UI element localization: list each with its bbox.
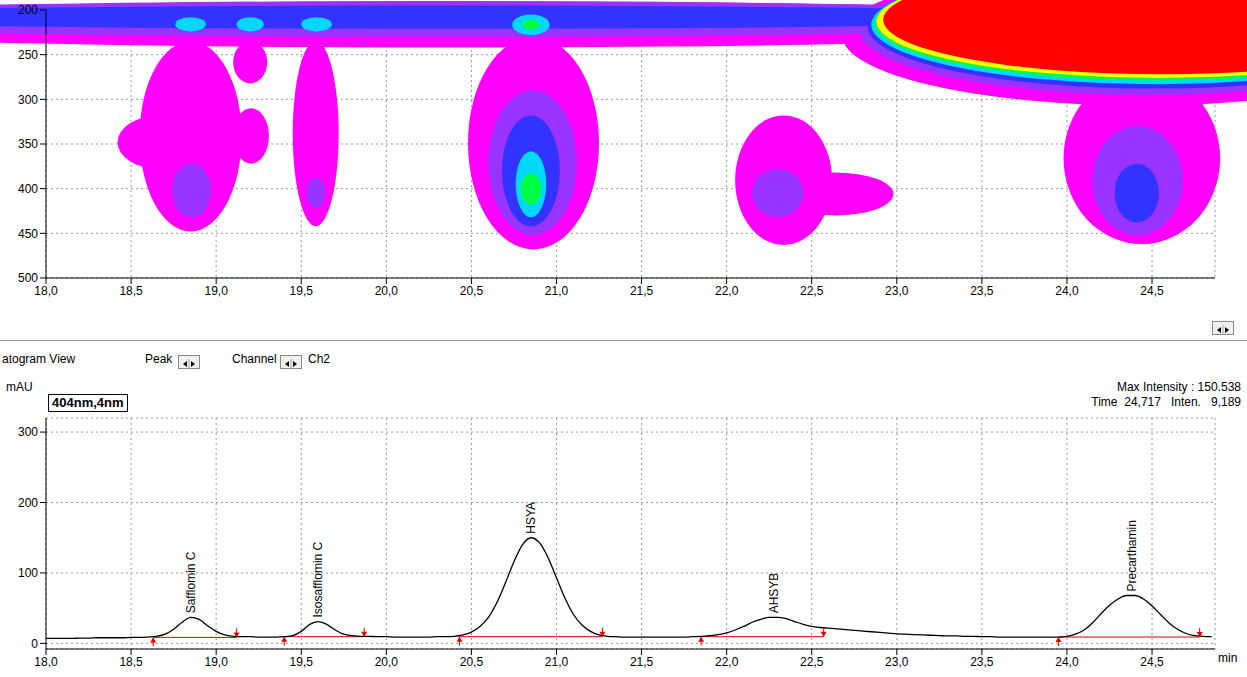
svg-text:24,5: 24,5 [1140,655,1164,669]
svg-text:200: 200 [18,3,38,17]
html-text:Time: Time [1091,395,1118,409]
svg-text:350: 350 [18,137,38,151]
svg-text:24,5: 24,5 [1140,284,1164,298]
svg-text:23,5: 23,5 [970,655,994,669]
html-text:Ch2: Ch2 [308,352,330,366]
svg-text:100: 100 [18,566,38,580]
svg-text:200: 200 [18,496,38,510]
svg-text:500: 500 [18,271,38,285]
svg-text:Precarthamin: Precarthamin [1125,520,1139,591]
svg-text:22,5: 22,5 [800,655,824,669]
html-text:Max Intensity : 150.538: Max Intensity : 150.538 [1116,380,1241,394]
svg-text:24,0: 24,0 [1055,655,1079,669]
svg-text:20,5: 20,5 [460,284,484,298]
svg-text:18,0: 18,0 [34,284,58,298]
html-text:Channel: Channel [232,352,277,366]
svg-text:21,0: 21,0 [545,655,569,669]
svg-text:21,5: 21,5 [630,284,654,298]
svg-text:21,0: 21,0 [545,284,569,298]
svg-text:19,5: 19,5 [290,284,314,298]
html-text:404nm,4nm: 404nm,4nm [52,395,124,410]
html-text:mAU: mAU [6,380,33,394]
svg-text:23,0: 23,0 [885,284,909,298]
svg-text:450: 450 [18,227,38,241]
svg-text:250: 250 [18,48,38,62]
html-text:24,717: 24,717 [1124,395,1161,409]
svg-text:400: 400 [18,182,38,196]
svg-text:19,5: 19,5 [290,655,314,669]
svg-text:Isosafflomin C: Isosafflomin C [311,541,325,617]
svg-text:300: 300 [18,93,38,107]
svg-text:20,0: 20,0 [375,655,399,669]
html-text:Peak: Peak [145,352,173,366]
svg-text:19,0: 19,0 [204,655,228,669]
svg-text:24,0: 24,0 [1055,284,1079,298]
svg-text:20,5: 20,5 [460,655,484,669]
svg-text:22,0: 22,0 [715,284,739,298]
svg-text:0: 0 [31,637,38,651]
html-text:9,189: 9,189 [1211,395,1241,409]
svg-text:18,5: 18,5 [119,655,143,669]
svg-text:AHSYB: AHSYB [767,573,781,614]
svg-text:19,0: 19,0 [204,284,228,298]
svg-text:18,0: 18,0 [34,655,58,669]
svg-text:21,5: 21,5 [630,655,654,669]
svg-text:18,5: 18,5 [119,284,143,298]
svg-text:300: 300 [18,425,38,439]
svg-text:22,5: 22,5 [800,284,824,298]
svg-text:23,5: 23,5 [970,284,994,298]
html-text:Inten.: Inten. [1170,395,1201,409]
svg-text:22,0: 22,0 [715,655,739,669]
svg-text:23,0: 23,0 [885,655,909,669]
html-text:min: min [1218,651,1238,665]
svg-text:HSYA: HSYA [524,502,538,534]
html-text:atogram View: atogram View [2,352,76,366]
svg-text:Safflomin C: Safflomin C [184,551,198,613]
svg-text:20,0: 20,0 [375,284,399,298]
